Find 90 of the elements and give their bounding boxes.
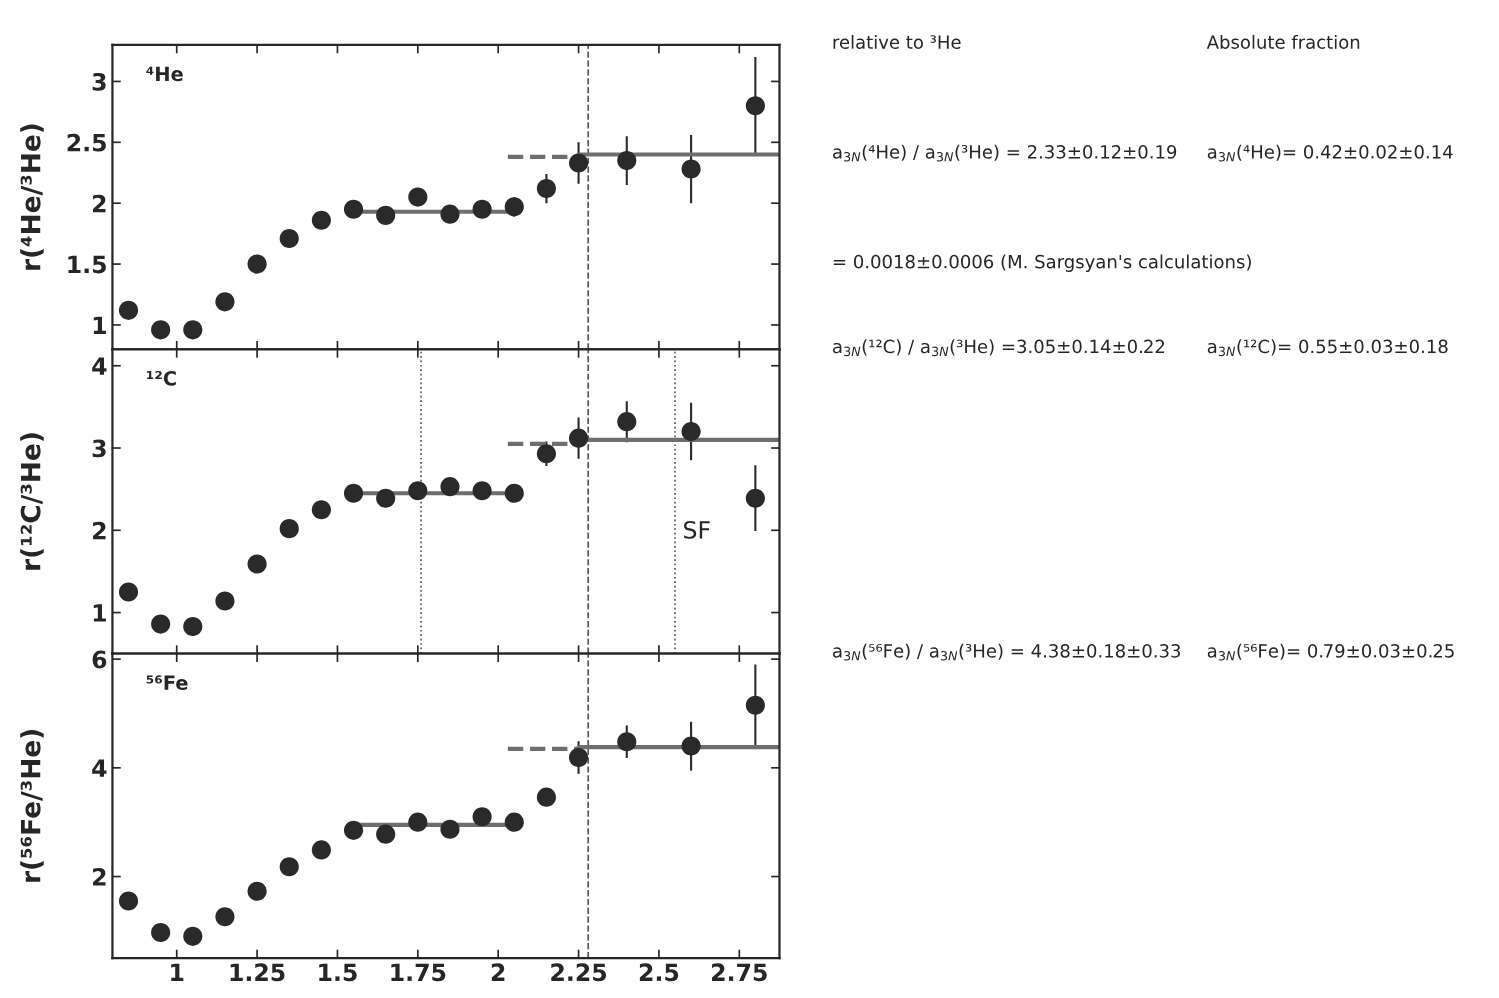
point (681, 159, 701, 179)
y-tick-label: 2 (93, 521, 106, 540)
y-tick-label: 3 (92, 72, 106, 91)
point (118, 582, 139, 602)
point (151, 614, 171, 634)
y-axis-title: r(¹²C/³He) (20, 433, 44, 570)
text: ¹²C (146, 370, 176, 386)
x-tick-label: 1.25 (230, 963, 285, 982)
point (617, 412, 637, 432)
point (343, 483, 364, 503)
text: relative to ³He (833, 34, 961, 49)
point (118, 300, 139, 320)
point (408, 187, 428, 207)
point (745, 96, 765, 116)
point (215, 292, 235, 312)
text: a$_{3N}$(⁴He) / a$_{3N}$(³He) = 2.33±0.12±0.19 (833, 144, 1177, 162)
x-tick-label: 2.25 (551, 963, 607, 982)
point (376, 824, 396, 844)
point (568, 153, 589, 173)
point (247, 254, 267, 274)
y-axis-title: r(⁵⁶Fe/³He) (20, 730, 44, 882)
y-tick-label: 1.5 (68, 255, 106, 274)
point (215, 591, 235, 611)
x-tick-label: 1 (171, 963, 184, 981)
y-tick-label: 1 (93, 604, 106, 622)
text: ⁵⁶Fe (146, 675, 188, 691)
text: a$_{3N}$(⁵⁶Fe) / a$_{3N}$(³He) = 4.38±0.18±0.33 (833, 643, 1181, 661)
point (504, 812, 524, 832)
y-axis-title: r(⁴He/³He) (20, 124, 44, 270)
point (504, 483, 524, 503)
text: Absolute fraction (1206, 34, 1360, 49)
text: a$_{3N}$(⁴He)= 0.42±0.02±0.14 (1207, 144, 1453, 162)
point (440, 477, 460, 497)
point (568, 428, 589, 448)
y-tick-label: 4 (92, 357, 107, 375)
point (745, 488, 765, 508)
point (681, 422, 701, 442)
point (745, 695, 765, 715)
point (472, 481, 492, 501)
point (376, 205, 396, 225)
y-tick-label: 6 (92, 650, 107, 669)
point (376, 488, 396, 508)
x-tick-label: 1.75 (391, 963, 446, 982)
y-tick-label: 2.5 (67, 133, 106, 152)
y-tick-label: 2 (93, 194, 106, 213)
point (681, 736, 701, 756)
point (536, 444, 556, 464)
point (247, 554, 267, 574)
point (183, 320, 203, 340)
point (408, 812, 428, 832)
point (311, 840, 331, 860)
point (183, 616, 203, 637)
point (311, 210, 331, 230)
point (617, 732, 637, 752)
x-tick-label: 2 (491, 963, 505, 981)
y-tick-label: 2 (93, 867, 106, 886)
y-tick-label: 3 (92, 439, 106, 458)
point (343, 820, 364, 840)
point (279, 228, 299, 249)
text: a$_{3N}$(⁵⁶Fe)= 0.79±0.03±0.25 (1207, 643, 1454, 661)
text: a$_{3N}$(¹²C)= 0.55±0.03±0.18 (1207, 339, 1448, 357)
point (440, 204, 460, 224)
point (617, 151, 637, 171)
x-tick-label: 1.5 (319, 963, 357, 982)
point (311, 500, 331, 520)
point (504, 197, 524, 217)
point (568, 747, 589, 768)
point (279, 857, 299, 877)
point (215, 907, 235, 927)
text: a$_{3N}$(¹²C) / a$_{3N}$(³He) =3.05±0.14±0.22 (833, 339, 1165, 357)
y-tick-label: 1 (93, 316, 106, 334)
point (247, 881, 267, 901)
ref-line-label: SF (684, 520, 710, 539)
x-tick-label: 2.75 (712, 963, 767, 982)
x-tick-label: 2.5 (639, 963, 679, 982)
text: ⁴He (146, 66, 183, 82)
point (536, 787, 556, 807)
text: = 0.0018±0.0006 (M. Sargsyan's calculations) (833, 254, 1251, 272)
point (183, 926, 203, 946)
point (472, 807, 492, 827)
point (279, 519, 299, 539)
point (343, 199, 364, 219)
point (440, 819, 460, 839)
point (118, 891, 139, 911)
point (151, 320, 171, 340)
y-tick-label: 4 (92, 759, 107, 777)
point (151, 922, 171, 943)
point (536, 179, 556, 199)
point (472, 199, 492, 219)
point (408, 481, 428, 501)
